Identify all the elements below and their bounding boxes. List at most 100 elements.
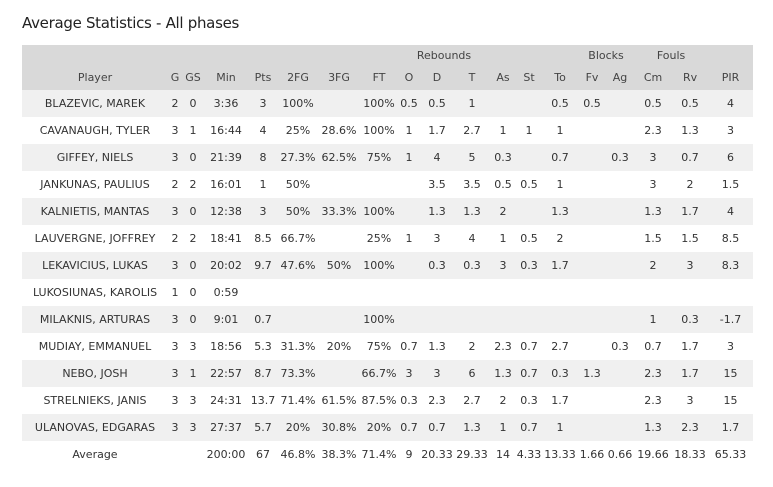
- stat-cell: 3: [672, 252, 709, 279]
- stat-cell: [398, 279, 420, 306]
- column-header: PIR: [708, 65, 754, 90]
- group-header: Blocks: [578, 45, 635, 65]
- stat-cell: 5: [454, 144, 491, 171]
- stat-cell: 87.5%: [360, 387, 398, 414]
- stat-cell: 3:36: [204, 90, 248, 117]
- stat-cell: 9: [398, 441, 420, 468]
- stat-cell: 0.3: [490, 144, 517, 171]
- table-head: Rebounds Blocks Fouls Player G GS Min Pts 2FG…: [22, 45, 754, 90]
- stat-cell: [420, 279, 454, 306]
- stat-cell: 4: [248, 117, 278, 144]
- stat-cell: 1: [182, 117, 204, 144]
- stat-cell: 6: [454, 360, 491, 387]
- stat-cell: 8.5: [248, 225, 278, 252]
- stat-cell: 31.3%: [278, 333, 318, 360]
- stat-cell: 18:41: [204, 225, 248, 252]
- stat-cell: 13.7: [248, 387, 278, 414]
- player-name: NEBO, JOSH: [22, 360, 168, 387]
- stat-cell: 38.3%: [318, 441, 360, 468]
- stat-cell: 3: [634, 144, 673, 171]
- column-header: As: [490, 65, 517, 90]
- stat-cell: 19.66: [634, 441, 673, 468]
- stat-cell: 1: [542, 171, 579, 198]
- column-header: G: [168, 65, 182, 90]
- stat-cell: 2: [168, 225, 182, 252]
- stat-cell: 0.5: [634, 90, 673, 117]
- stat-cell: 1.5: [634, 225, 673, 252]
- stat-cell: 0.7: [398, 414, 420, 441]
- stat-cell: [398, 171, 420, 198]
- stat-cell: [606, 252, 635, 279]
- stat-cell: 1: [398, 225, 420, 252]
- table-row: STRELNIEKS, JANIS 3 3 24:31 13.7 71.4% 61.5% 87…: [22, 387, 754, 414]
- stat-cell: [578, 225, 607, 252]
- stat-cell: 1.7: [420, 117, 454, 144]
- group-header: Rebounds: [398, 45, 491, 65]
- stat-cell: 4: [708, 90, 754, 117]
- stat-cell: [542, 306, 579, 333]
- stat-cell: 0: [182, 90, 204, 117]
- stat-cell: 1: [542, 414, 579, 441]
- group-header: Fouls: [634, 45, 709, 65]
- stat-cell: 4: [420, 144, 454, 171]
- stat-cell: [278, 279, 318, 306]
- stat-cell: 9:01: [204, 306, 248, 333]
- page-title: Average Statistics - All phases: [22, 14, 240, 32]
- stat-cell: 3: [182, 387, 204, 414]
- stat-cell: 50%: [278, 198, 318, 225]
- column-header: GS: [182, 65, 204, 90]
- stat-cell: 15: [708, 360, 754, 387]
- stat-cell: 25%: [278, 117, 318, 144]
- player-name: BLAZEVIC, MAREK: [22, 90, 168, 117]
- stat-cell: 1.7: [672, 333, 709, 360]
- stat-cell: 29.33: [454, 441, 491, 468]
- stat-cell: 9.7: [248, 252, 278, 279]
- stat-cell: [454, 279, 491, 306]
- stat-cell: 71.4%: [360, 441, 398, 468]
- stat-cell: 0.5: [516, 225, 543, 252]
- column-header: O: [398, 65, 420, 90]
- stat-cell: 6: [708, 144, 754, 171]
- stat-cell: 73.3%: [278, 360, 318, 387]
- stat-cell: 1: [454, 90, 491, 117]
- stat-cell: 1.7: [542, 252, 579, 279]
- stat-cell: 1.66: [578, 441, 607, 468]
- stat-cell: [578, 414, 607, 441]
- table-row: JANKUNAS, PAULIUS 2 2 16:01 1 50% 3.5 3.5 0.5 0.5…: [22, 171, 754, 198]
- stat-cell: 71.4%: [278, 387, 318, 414]
- stat-cell: 3: [168, 360, 182, 387]
- player-name: ULANOVAS, EDGARAS: [22, 414, 168, 441]
- column-header: Min: [204, 65, 248, 90]
- column-header: FT: [360, 65, 398, 90]
- stat-cell: 3: [168, 144, 182, 171]
- stat-cell: 1: [490, 414, 517, 441]
- stat-cell: 0.5: [516, 171, 543, 198]
- stat-cell: 13.33: [542, 441, 579, 468]
- stat-cell: 0.5: [420, 90, 454, 117]
- table-row: MUDIAY, EMMANUEL 3 3 18:56 5.3 31.3% 20% 75% 0.7…: [22, 333, 754, 360]
- stat-cell: 4.33: [516, 441, 543, 468]
- table-row: GIFFEY, NIELS 3 0 21:39 8 27.3% 62.5% 75% 1 4 5 0.3…: [22, 144, 754, 171]
- stat-cell: 3: [420, 225, 454, 252]
- stat-cell: 1: [398, 144, 420, 171]
- stat-cell: 66.7%: [360, 360, 398, 387]
- stat-cell: [606, 198, 635, 225]
- player-name: JANKUNAS, PAULIUS: [22, 171, 168, 198]
- stat-cell: 1: [490, 225, 517, 252]
- stat-cell: 200:00: [204, 441, 248, 468]
- stat-cell: 1.3: [578, 360, 607, 387]
- stat-cell: 47.6%: [278, 252, 318, 279]
- stat-cell: 2: [542, 225, 579, 252]
- stat-cell: 0.5: [578, 90, 607, 117]
- stat-cell: 2.7: [454, 117, 491, 144]
- stat-cell: 0: [182, 252, 204, 279]
- stat-cell: 5.7: [248, 414, 278, 441]
- stat-cell: 2.3: [634, 117, 673, 144]
- stat-cell: 61.5%: [318, 387, 360, 414]
- stat-cell: 3: [708, 333, 754, 360]
- stat-cell: 24:31: [204, 387, 248, 414]
- stat-cell: [490, 279, 517, 306]
- stat-cell: 25%: [360, 225, 398, 252]
- stat-cell: 0:59: [204, 279, 248, 306]
